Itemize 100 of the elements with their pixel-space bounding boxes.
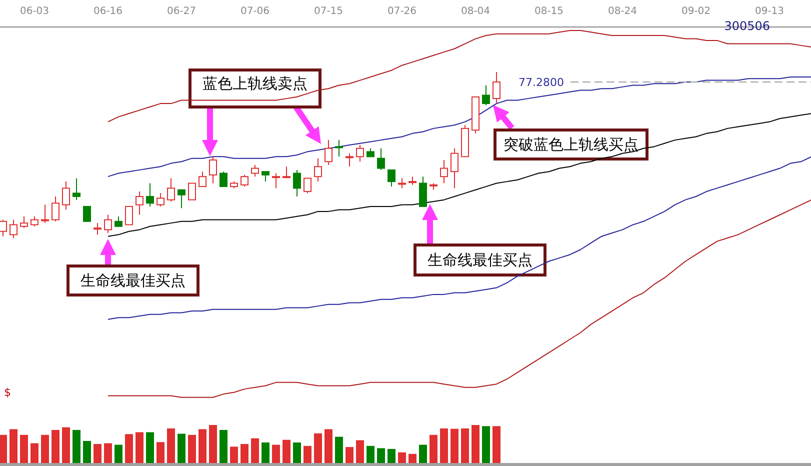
- bar: [388, 448, 396, 463]
- bar: [198, 429, 206, 463]
- bar: [482, 426, 490, 463]
- bar: [251, 438, 259, 463]
- candlestick: [377, 148, 385, 170]
- bar: [94, 444, 102, 463]
- candlestick: [52, 196, 60, 222]
- candlestick: [419, 176, 427, 207]
- candlestick: [72, 178, 80, 200]
- bar: [356, 440, 364, 463]
- bar: [230, 446, 238, 463]
- bar: [52, 430, 60, 463]
- x-tick-label: 08-15: [534, 6, 564, 17]
- bar: [461, 428, 469, 463]
- candlestick: [314, 158, 322, 182]
- candlestick: [0, 219, 7, 237]
- candlestick: [125, 206, 133, 226]
- bar: [62, 427, 70, 463]
- bar: [293, 442, 301, 463]
- x-tick-label: 06-27: [166, 6, 196, 17]
- bar: [20, 434, 28, 463]
- bar: [314, 433, 322, 463]
- text: $: [4, 386, 11, 399]
- x-tick-label: 06-16: [93, 6, 123, 17]
- candlestick: [104, 214, 112, 234]
- candlestick: [304, 178, 312, 194]
- bar: [83, 440, 91, 463]
- candlestick: [335, 140, 343, 158]
- bar: [440, 428, 448, 463]
- candlestick: [346, 152, 354, 168]
- x-tick-label: 06-03: [20, 6, 50, 17]
- bar: [324, 429, 332, 463]
- candlestick: [251, 164, 259, 178]
- bar: [146, 432, 154, 463]
- candlestick: [136, 191, 144, 216]
- bar: [0, 434, 7, 463]
- candlestick: [114, 216, 122, 227]
- candlestick: [94, 222, 102, 236]
- candlestick: [240, 174, 248, 188]
- candlestick: [41, 204, 49, 224]
- bar: [377, 448, 385, 463]
- text: 生命线最佳买点: [80, 272, 186, 290]
- candlestick: [146, 182, 154, 207]
- bar: [366, 446, 374, 463]
- candlestick: [356, 144, 364, 162]
- text: 生命线最佳买点: [428, 251, 532, 269]
- bar: [41, 434, 49, 463]
- candlestick: [209, 156, 217, 184]
- bar: [209, 425, 217, 463]
- candlestick: [62, 181, 70, 210]
- bar: [10, 429, 18, 463]
- bar: [30, 443, 38, 463]
- candlestick: [188, 182, 196, 200]
- candlestick: [167, 178, 175, 202]
- bar: [304, 446, 312, 463]
- bar: [335, 436, 343, 463]
- bar: [136, 432, 144, 463]
- candlestick: [178, 189, 186, 209]
- bar: [472, 425, 480, 463]
- bar: [167, 428, 175, 463]
- bar: [398, 452, 406, 463]
- candlestick: [388, 169, 396, 188]
- bar: [419, 444, 427, 463]
- bar: [104, 443, 112, 463]
- candlestick: [10, 219, 18, 238]
- candlestick: [293, 169, 301, 197]
- annotation: 77.2800: [518, 76, 564, 89]
- candlestick: [198, 171, 206, 188]
- bar: [262, 442, 270, 463]
- candlestick: [324, 140, 332, 166]
- candlestick: [482, 84, 490, 106]
- bar: [282, 440, 290, 463]
- x-tick-label: 07-15: [314, 6, 344, 17]
- bar: [188, 434, 196, 463]
- bar: [114, 444, 122, 463]
- candlestick: [20, 216, 28, 229]
- annotation: 突破蓝色上轨线买点: [504, 136, 638, 154]
- candlestick: [450, 148, 458, 189]
- bar: [450, 428, 458, 463]
- bar: [346, 447, 354, 463]
- x-tick-label: 07-26: [387, 6, 417, 17]
- candlestick: [83, 206, 91, 222]
- candlestick: [272, 172, 280, 189]
- candlestick: [220, 171, 228, 188]
- candlestick: [440, 159, 448, 184]
- bar: [220, 430, 228, 463]
- candlestick: [30, 216, 38, 227]
- annotation: 蓝色上轨线卖点: [202, 74, 308, 92]
- bar: [430, 434, 438, 463]
- bar: [125, 434, 133, 463]
- candlestick: [156, 192, 164, 207]
- bar: [156, 442, 164, 463]
- bar: [178, 434, 186, 463]
- x-tick-label: 08-24: [608, 6, 638, 17]
- bar: [408, 454, 416, 463]
- text: 300506: [724, 19, 770, 33]
- candlestick: [398, 178, 406, 189]
- bar: [492, 426, 500, 463]
- x-tick-label: 07-06: [240, 6, 270, 17]
- candlestick: [492, 72, 500, 104]
